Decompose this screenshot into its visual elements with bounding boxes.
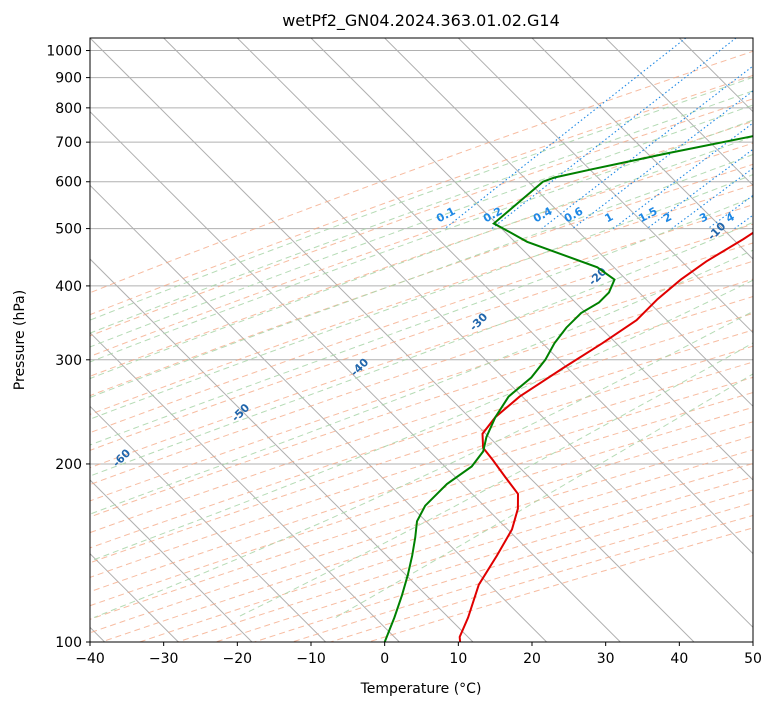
dry-adiabat-line <box>292 38 775 642</box>
moist-adiabat-line <box>0 51 775 397</box>
x-axis-label: Temperature (°C) <box>360 681 482 697</box>
x-tick-label: 40 <box>670 651 688 667</box>
y-tick-label: 900 <box>55 71 82 87</box>
moist-adiabat-line <box>0 51 775 440</box>
isotherm-line <box>532 38 775 642</box>
y-tick-label: 300 <box>55 353 82 369</box>
plot-area: 0.10.20.40.611.52346810131620253036-100-… <box>0 38 775 654</box>
mixing-ratio-line <box>708 38 775 229</box>
isotherm-line <box>16 38 620 642</box>
x-tick-label: 50 <box>744 651 762 667</box>
x-tick-label: 0 <box>380 651 389 667</box>
mixing-ratio-label: 6 <box>763 210 775 225</box>
x-tick-label: 20 <box>523 651 541 667</box>
dry-adiabat-line <box>369 38 775 642</box>
x-tick-label: −20 <box>223 651 253 667</box>
moist-adiabat-line <box>0 51 775 596</box>
mixing-ratio-label: 3 <box>697 210 710 225</box>
dry-adiabat-line <box>331 38 775 642</box>
plot-frame <box>90 38 753 642</box>
isotherm-line <box>679 38 775 642</box>
chart-title: wetPf2_GN04.2024.363.01.02.G14 <box>282 11 560 31</box>
y-axis-label: Pressure (hPa) <box>12 290 28 390</box>
x-tick-label: 10 <box>449 651 467 667</box>
mixing-ratio-line <box>735 38 775 229</box>
mixing-ratio-label: 0.2 <box>481 205 504 226</box>
moist-adiabat-line <box>0 51 775 492</box>
dewpoint-profile <box>385 51 775 643</box>
x-tick-label: 30 <box>597 651 615 667</box>
temperature-profile <box>460 51 775 648</box>
isotherm-line <box>606 38 775 642</box>
y-tick-label: 700 <box>55 135 82 151</box>
isotherm-label: -70 <box>0 492 14 515</box>
mixing-ratio-label: 0.6 <box>562 204 586 225</box>
isotherm-label: -10 <box>705 219 728 242</box>
x-tick-label: −40 <box>75 651 105 667</box>
isotherm-label: -60 <box>110 446 133 469</box>
isotherm-label: -40 <box>348 356 371 379</box>
y-tick-label: 800 <box>55 101 82 117</box>
mixing-ratio-label: 1 <box>603 210 616 225</box>
mixing-ratio-label: 4 <box>724 210 737 225</box>
y-tick-label: 600 <box>55 175 82 191</box>
dry-adiabat-line <box>102 38 775 642</box>
y-tick-label: 1000 <box>46 44 82 60</box>
mixing-ratio-label: 2 <box>661 210 674 225</box>
x-tick-label: −10 <box>296 651 326 667</box>
moist-adiabat-line <box>0 51 775 465</box>
y-tick-label: 200 <box>55 457 82 473</box>
isotherm-line <box>385 38 775 642</box>
isotherm-line <box>0 38 547 642</box>
isotherm-line <box>0 38 326 642</box>
moist-adiabat-line <box>0 51 775 556</box>
x-tick-label: −30 <box>149 651 179 667</box>
mixing-ratio-line <box>542 38 775 229</box>
isotherm-label: -50 <box>229 401 252 424</box>
y-tick-label: 400 <box>55 279 82 295</box>
mixing-ratio-label: 0.4 <box>531 204 555 225</box>
isotherm-line <box>458 38 775 642</box>
y-tick-label: 100 <box>55 635 82 651</box>
mixing-ratio-line <box>445 38 686 229</box>
dry-adiabat-line <box>216 38 775 642</box>
mixing-ratio-line <box>492 38 736 229</box>
isotherm-label: -30 <box>467 310 490 333</box>
isotherm-line <box>753 38 775 642</box>
isotherm-line <box>311 38 775 642</box>
isotherm-line <box>90 38 694 642</box>
isotherm-line <box>0 38 399 642</box>
y-tick-label: 500 <box>55 222 82 238</box>
isotherm-line <box>0 38 252 642</box>
